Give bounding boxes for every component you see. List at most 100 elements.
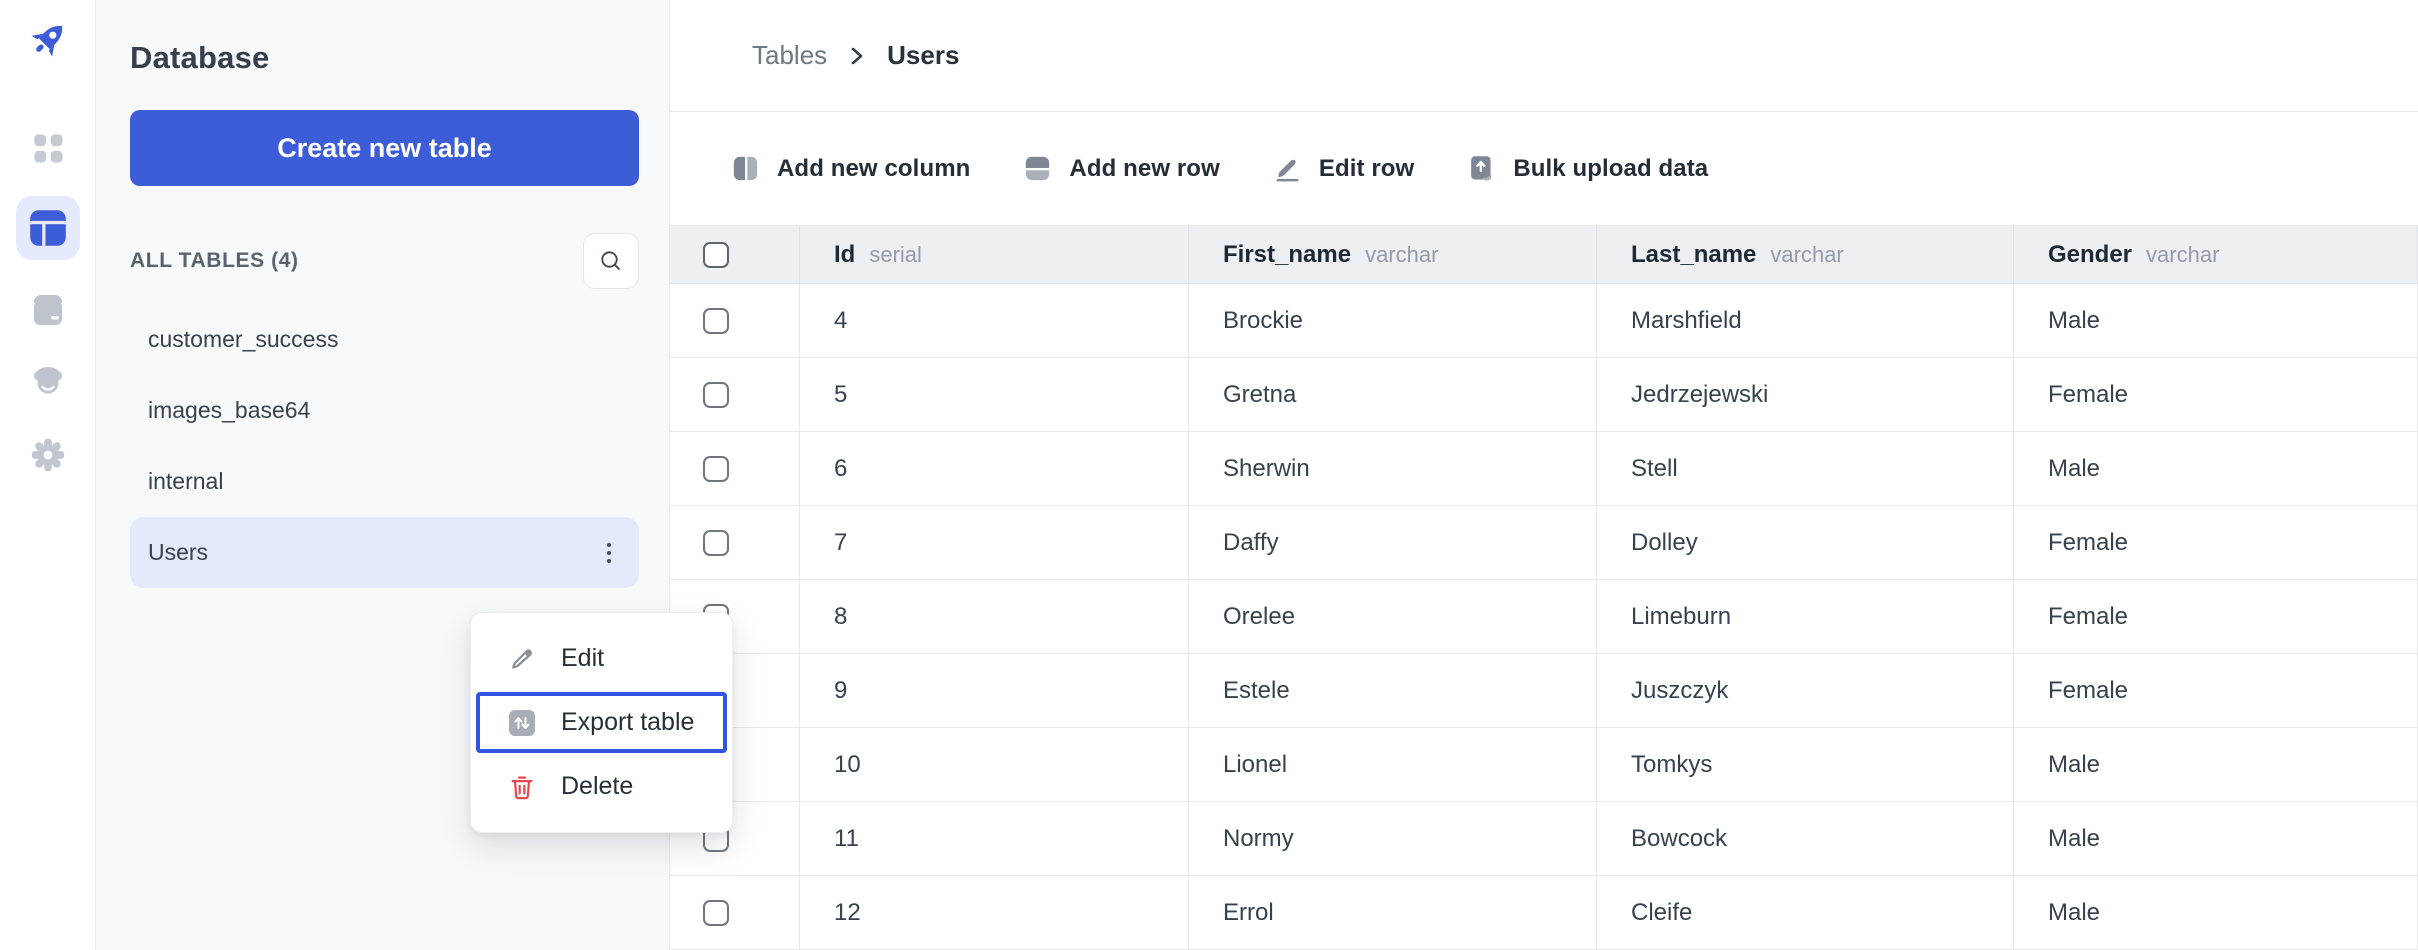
cell-last_name: Bowcock (1597, 802, 2014, 875)
cell-last_name: Juszczyk (1597, 654, 2014, 727)
cell-first_name: Orelee (1189, 580, 1597, 653)
cell-id: 8 (800, 580, 1189, 653)
row-checkbox[interactable] (703, 899, 729, 926)
table-row[interactable]: 5 Gretna Jedrzejewski Female (670, 358, 2418, 432)
context-menu-export-table[interactable]: Export table (476, 692, 727, 753)
customers-nav-icon[interactable] (26, 360, 70, 404)
row-checkbox[interactable] (703, 307, 729, 334)
sidebar-item-internal[interactable]: internal (130, 446, 639, 517)
column-type: varchar (1770, 241, 1844, 267)
column-header-first_name[interactable]: First_name varchar (1189, 226, 1597, 283)
context-menu-edit[interactable]: Edit (471, 625, 732, 692)
storage-nav-icon[interactable] (26, 288, 70, 332)
cell-id: 11 (800, 802, 1189, 875)
search-tables-button[interactable] (583, 233, 639, 289)
all-tables-label: ALL TABLES (4) (130, 249, 299, 272)
cell-last_name: Limeburn (1597, 580, 2014, 653)
context-menu-label: Export table (561, 708, 695, 736)
table-row[interactable]: 4 Brockie Marshfield Male (670, 284, 2418, 358)
table-row[interactable]: 11 Normy Bowcock Male (670, 802, 2418, 876)
cell-gender: Male (2014, 284, 2418, 357)
pencil-icon (1272, 153, 1303, 184)
cell-first_name: Lionel (1189, 728, 1597, 801)
table-row[interactable]: 7 Daffy Dolley Female (670, 506, 2418, 580)
breadcrumb: Tables Users (670, 0, 2418, 112)
context-menu-delete[interactable]: Delete (471, 753, 732, 820)
cell-id: 4 (800, 284, 1189, 357)
toolbar-button-label: Edit row (1318, 154, 1415, 182)
cell-first_name: Sherwin (1189, 432, 1597, 505)
table-row[interactable]: 6 Sherwin Stell Male (670, 432, 2418, 506)
column-header-last_name[interactable]: Last_name varchar (1597, 226, 2014, 283)
table-header-row: Id serial First_name varchar Last_name varcha… (670, 226, 2418, 284)
cell-last_name: Stell (1597, 432, 2014, 505)
bulk-upload-data-button[interactable]: Bulk upload data (1466, 153, 1708, 184)
cell-first_name: Errol (1189, 876, 1597, 949)
context-menu-label: Edit (561, 644, 605, 672)
column-header-id[interactable]: Id serial (800, 226, 1189, 283)
cell-last_name: Cleife (1597, 876, 2014, 949)
cell-id: 7 (800, 506, 1189, 579)
rocket-logo-icon[interactable] (25, 17, 71, 63)
table-row[interactable]: 9 Estele Juszczyk Female (670, 654, 2418, 728)
create-new-table-button[interactable]: Create new table (130, 110, 639, 186)
column-header-gender[interactable]: Gender varchar (2014, 226, 2418, 283)
cell-gender: Female (2014, 358, 2418, 431)
add-new-column-button[interactable]: Add new column (730, 153, 970, 184)
apps-grid-icon[interactable] (28, 128, 68, 168)
row-checkbox[interactable] (703, 455, 729, 482)
column-type: varchar (1365, 241, 1439, 267)
cell-first_name: Gretna (1189, 358, 1597, 431)
table-row[interactable]: 8 Orelee Limeburn Female (670, 580, 2418, 654)
table-name-label: Users (148, 539, 209, 565)
settings-gear-icon[interactable] (27, 434, 69, 476)
column-name: First_name (1223, 240, 1352, 268)
breadcrumb-current-table: Users (887, 40, 960, 70)
sidebar-item-Users[interactable]: Users (130, 517, 639, 588)
column-type: serial (869, 241, 922, 267)
column-name: Last_name (1631, 240, 1757, 268)
cell-last_name: Tomkys (1597, 728, 2014, 801)
page-title: Database (130, 40, 270, 75)
row-checkbox[interactable] (703, 529, 729, 556)
cell-gender: Male (2014, 802, 2418, 875)
cell-id: 10 (800, 728, 1189, 801)
cell-gender: Male (2014, 432, 2418, 505)
main-panel: Tables Users Add new column Add new row … (670, 0, 2418, 950)
table-row[interactable]: 10 Lionel Tomkys Male (670, 728, 2418, 802)
cell-first_name: Brockie (1189, 284, 1597, 357)
table-row[interactable]: 12 Errol Cleife Male (670, 876, 2418, 950)
column-name: Id (834, 240, 856, 268)
cell-last_name: Jedrzejewski (1597, 358, 2014, 431)
table-toolbar: Add new column Add new row Edit row Bulk… (670, 112, 2418, 225)
kebab-menu-icon[interactable] (603, 539, 615, 567)
select-all-checkbox[interactable] (703, 241, 729, 268)
add-new-row-button[interactable]: Add new row (1022, 153, 1220, 184)
row-select-cell (670, 432, 800, 505)
edit-row-button[interactable]: Edit row (1272, 153, 1414, 184)
row-checkbox[interactable] (703, 381, 729, 408)
chevron-right-icon (849, 45, 865, 67)
breadcrumb-tables-link[interactable]: Tables (752, 40, 828, 70)
cell-first_name: Normy (1189, 802, 1597, 875)
column-type: varchar (2146, 241, 2220, 267)
toolbar-button-label: Bulk upload data (1513, 154, 1709, 182)
cell-gender: Female (2014, 580, 2418, 653)
sidebar-item-customer_success[interactable]: customer_success (130, 304, 639, 375)
icon-rail (0, 0, 96, 950)
columns-icon (730, 153, 761, 184)
toolbar-button-label: Add new column (777, 154, 971, 182)
column-name: Gender (2048, 240, 2133, 268)
row-select-cell (670, 506, 800, 579)
export-arrows-icon (507, 709, 537, 737)
cell-gender: Male (2014, 728, 2418, 801)
cell-first_name: Estele (1189, 654, 1597, 727)
sidebar-item-images_base64[interactable]: images_base64 (130, 375, 639, 446)
select-all-cell (670, 226, 800, 283)
trash-icon (507, 773, 537, 801)
row-select-cell (670, 284, 800, 357)
toolbar-button-label: Add new row (1069, 154, 1220, 182)
tables-nav-icon[interactable] (15, 196, 80, 260)
data-table: Id serial First_name varchar Last_name varcha… (670, 225, 2418, 950)
